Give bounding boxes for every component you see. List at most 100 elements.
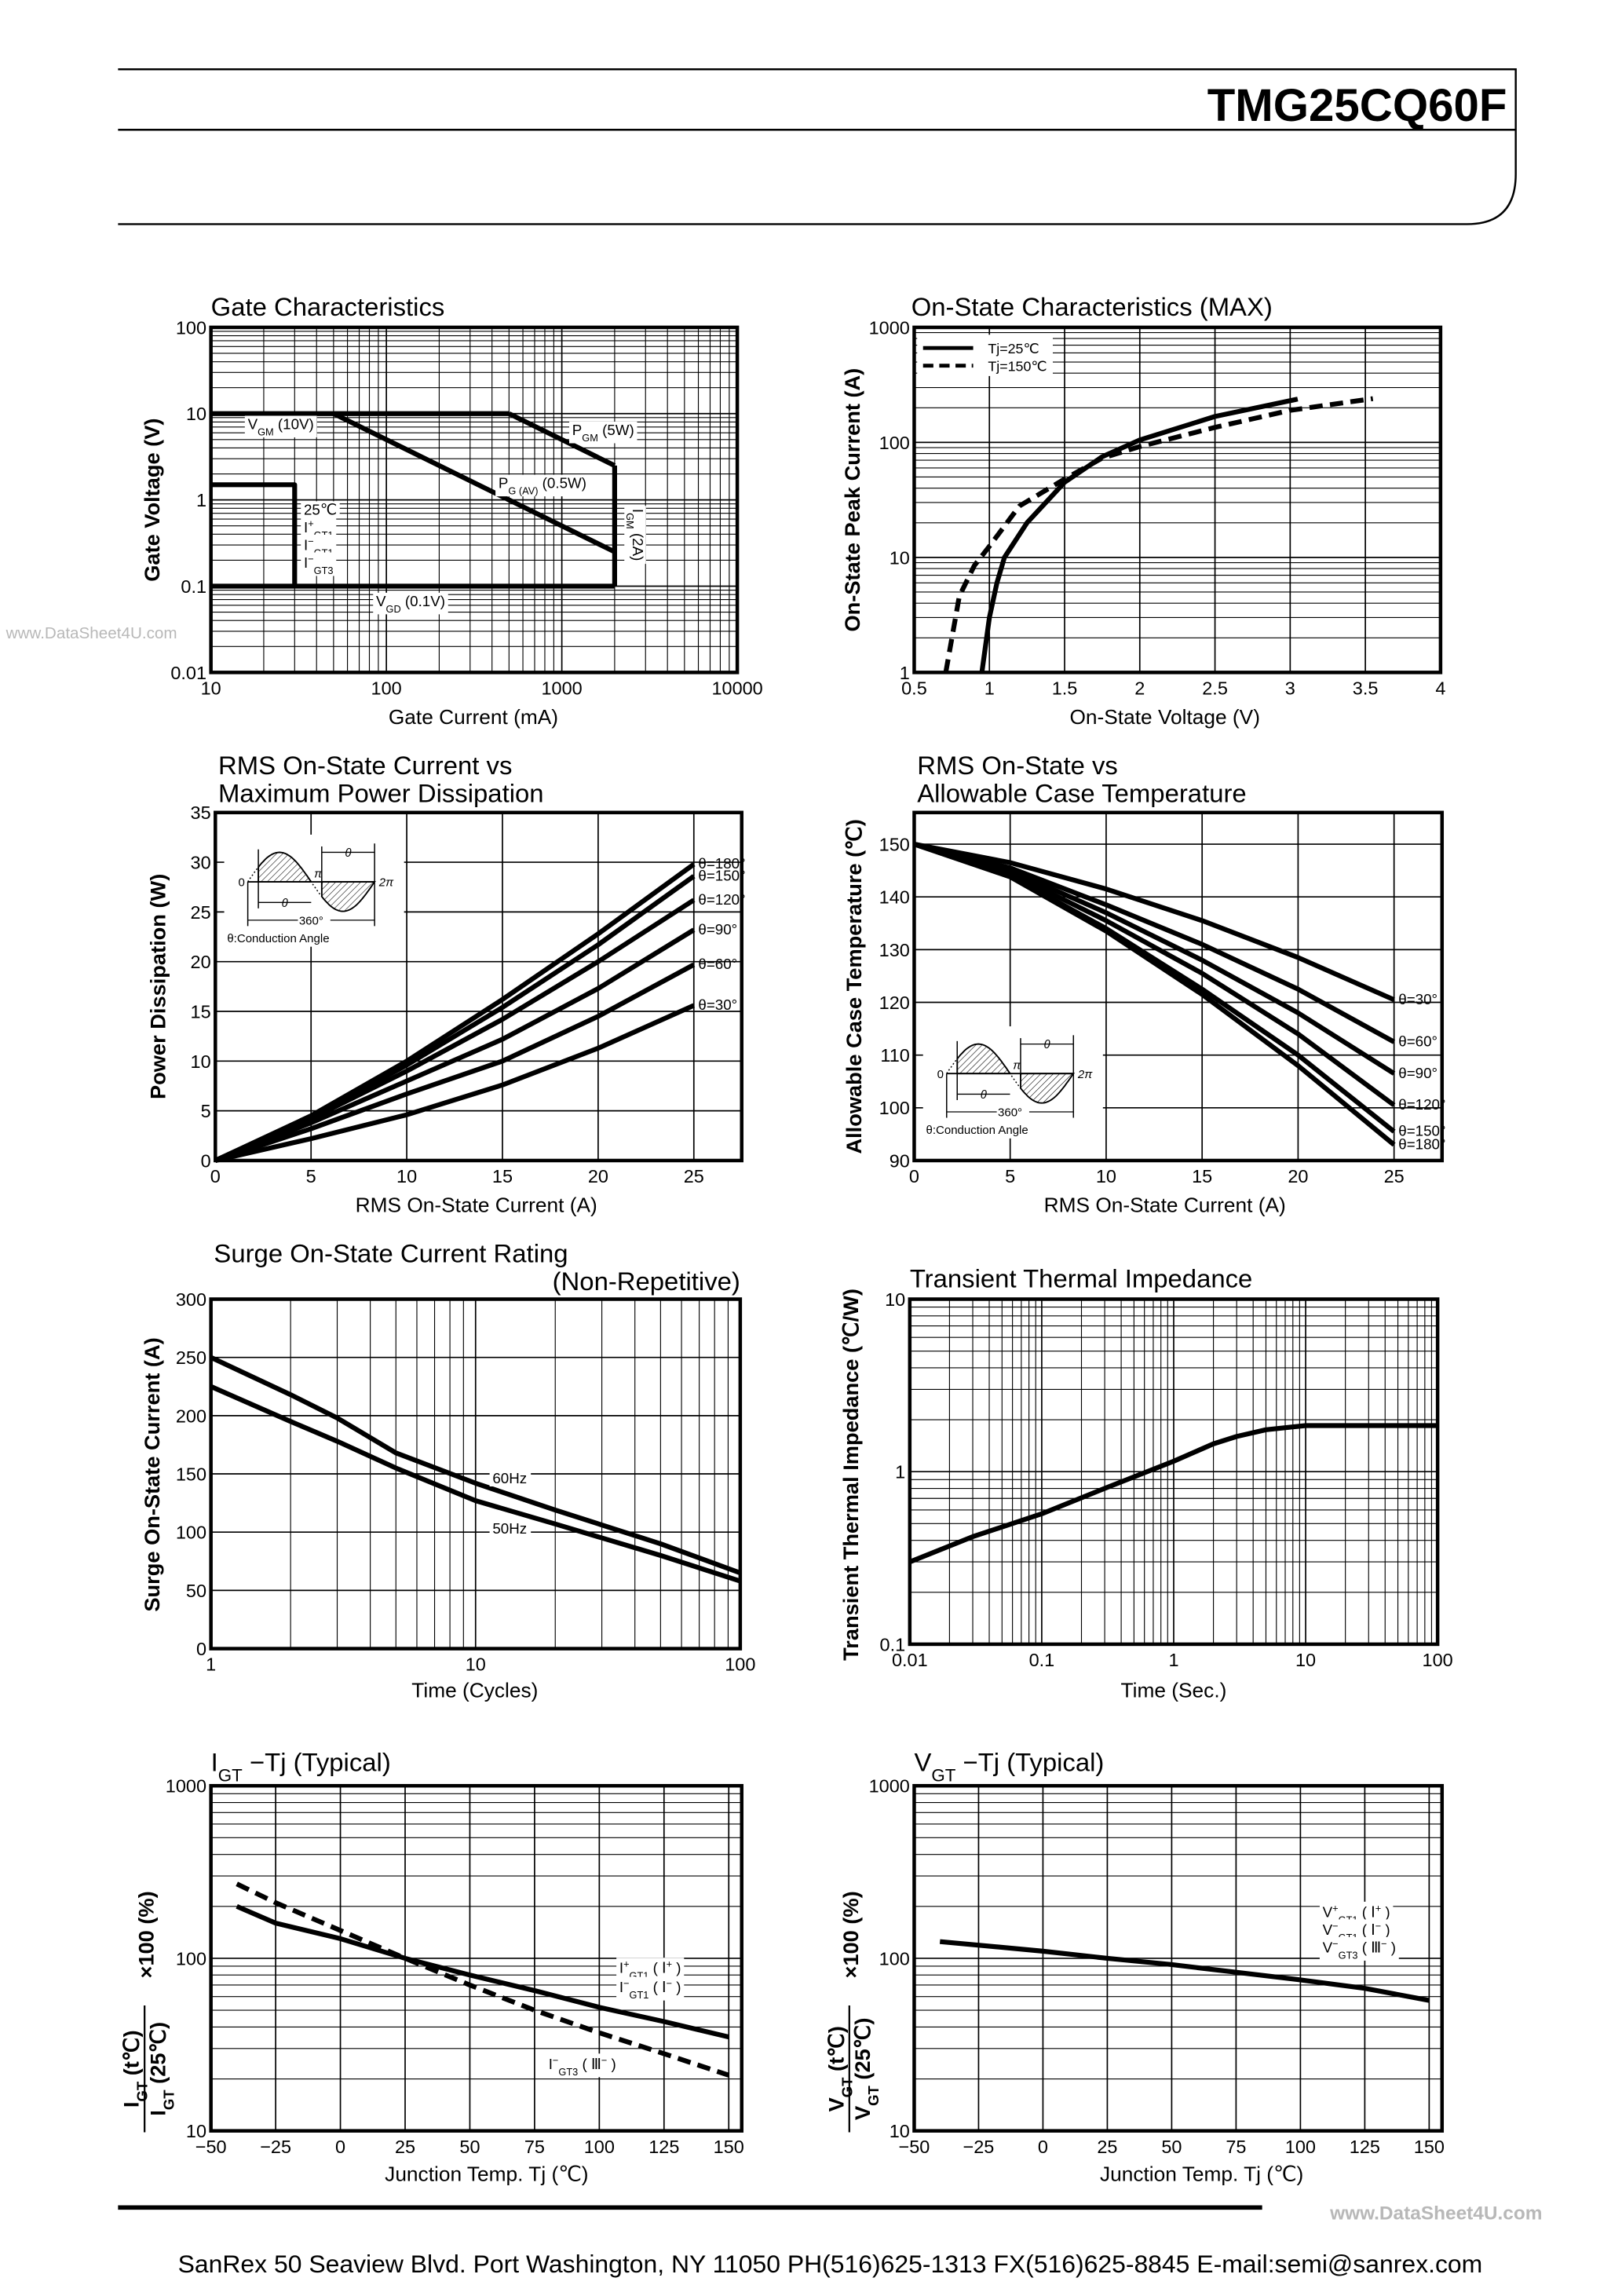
grid	[914, 327, 1441, 673]
series-line-1	[236, 1903, 729, 2040]
text-segment: +	[623, 1958, 629, 1969]
x-axis-label: Time (Cycles)	[411, 1679, 538, 1702]
series-line-1	[939, 1939, 1430, 2003]
legend-label: Tj=150℃	[988, 358, 1047, 374]
x-tick-label: 2.5	[1202, 678, 1228, 699]
text-segment: −	[308, 535, 313, 547]
chart-title: Maximum Power Dissipation	[218, 779, 544, 808]
annotation-bg	[301, 501, 340, 518]
series-label: θ=30°	[698, 996, 737, 1013]
x-tick-label: 100	[584, 2137, 615, 2157]
x-tick-label: 20	[588, 1166, 608, 1186]
text-segment: (0.1V)	[401, 593, 445, 609]
y-tick-label: 100	[176, 317, 206, 338]
y-tick-label: 1000	[869, 1776, 910, 1797]
y-tick-label: 300	[176, 1289, 206, 1310]
text-segment: GT3	[1339, 1949, 1358, 1961]
text-segment: )	[607, 2056, 616, 2072]
inset-background	[224, 834, 404, 947]
x-tick-label: 50	[459, 2137, 480, 2157]
text-segment: ( Ⅰ	[648, 1960, 666, 1976]
y-tick-label: 20	[191, 952, 211, 972]
text-segment: V	[850, 2106, 875, 2120]
text-segment: ( Ⅰ	[648, 1979, 666, 1995]
series-label: θ=90°	[698, 921, 737, 938]
inset-theta-label: θ	[981, 1088, 988, 1102]
y-tick-label: 150	[176, 1464, 206, 1484]
series-label: θ=180°	[1398, 1135, 1445, 1152]
x-tick-label: 0.5	[901, 678, 927, 699]
header-frame	[118, 68, 1517, 225]
series-label: θ=150°	[1398, 1123, 1445, 1139]
x-tick-label: −50	[899, 2137, 930, 2157]
annotation-bg	[1319, 1936, 1399, 1961]
footer-address: SanRex 50 Seaview Blvd. Port Washington,…	[178, 2250, 1483, 2278]
text-segment: GT3	[314, 565, 334, 576]
series-line-4	[214, 927, 696, 1163]
y-tick-label: 120	[879, 993, 910, 1013]
text-segment: −	[1332, 1919, 1338, 1931]
plot-frame	[209, 1297, 743, 1651]
x-tick-label: 25	[395, 2137, 415, 2157]
y-tick-label: 5	[201, 1101, 211, 1121]
annotation-bg	[301, 552, 337, 576]
y-tick-label: 100	[176, 1523, 206, 1543]
annotation: I−GT1 ( Ⅰ− )	[619, 1977, 681, 2001]
y-tick-label: 10	[885, 1289, 905, 1310]
inset-pi-label: π	[1013, 1059, 1021, 1073]
series-line-2	[507, 411, 616, 468]
inset-theta-label: θ	[282, 897, 289, 910]
text-segment: −	[308, 553, 313, 565]
text-segment: −Tj (Typical)	[243, 1747, 391, 1776]
text-segment: I	[619, 1960, 623, 1976]
side-watermark: www.DataSheet4U.com	[5, 624, 177, 642]
text-segment: V	[914, 1747, 931, 1776]
text-segment: ( Ⅰ	[1357, 1903, 1375, 1920]
grid	[215, 812, 742, 1161]
inset-360-bg	[996, 1104, 1029, 1118]
plot-frame	[209, 1783, 743, 2133]
x-tick-label: −25	[963, 2137, 995, 2157]
y-tick-label: 1000	[166, 1776, 206, 1797]
y-tick-label: 0.01	[170, 663, 206, 683]
inset-caption: θ:Conduction Angle	[926, 1124, 1028, 1137]
inset-background	[922, 1026, 1103, 1139]
text-segment: V	[1323, 1921, 1333, 1938]
series-line-3	[214, 898, 696, 1163]
y-tick-label: 250	[176, 1347, 206, 1368]
annotation: IGM (2A)	[624, 509, 646, 561]
x-tick-label: 15	[1192, 1166, 1212, 1186]
text-segment: I	[145, 2110, 170, 2116]
annotation: VGD (0.1V)	[376, 593, 445, 615]
x-tick-label: 3.5	[1353, 678, 1379, 699]
x-tick-label: 150	[714, 2137, 744, 2157]
legend: Tj=25℃ Tj=150℃	[917, 335, 1053, 376]
text-segment: I	[304, 536, 308, 553]
plot-frame	[912, 1783, 1445, 2133]
annotation-bg	[545, 2053, 619, 2078]
series-line-6	[214, 1003, 696, 1163]
plot-frame	[912, 325, 1443, 675]
footer: www.DataSheet4U.com SanRex 50 Seaview Bl…	[118, 2203, 1542, 2278]
text-segment: P	[572, 422, 583, 438]
series-label-bg	[489, 1520, 532, 1537]
inset-caption: θ:Conduction Angle	[227, 932, 329, 945]
annotation-bg	[244, 415, 317, 437]
inset-pi-label: π	[314, 867, 323, 880]
x-tick-label: 75	[1226, 2137, 1246, 2157]
inset-360-bg	[298, 912, 331, 927]
text-segment: (t℃)	[824, 2026, 848, 2077]
series-line-2	[943, 396, 1374, 673]
series-line-1	[908, 1423, 1438, 1564]
annotation: V−GT1 ( Ⅰ− )	[1323, 1919, 1390, 1943]
text-segment: V	[824, 2097, 848, 2111]
text-segment: GT	[931, 1765, 955, 1785]
x-axis-label: Time (Sec.)	[1121, 1679, 1227, 1702]
x-tick-label: 0.01	[892, 1650, 928, 1670]
text-segment: +	[308, 517, 313, 528]
